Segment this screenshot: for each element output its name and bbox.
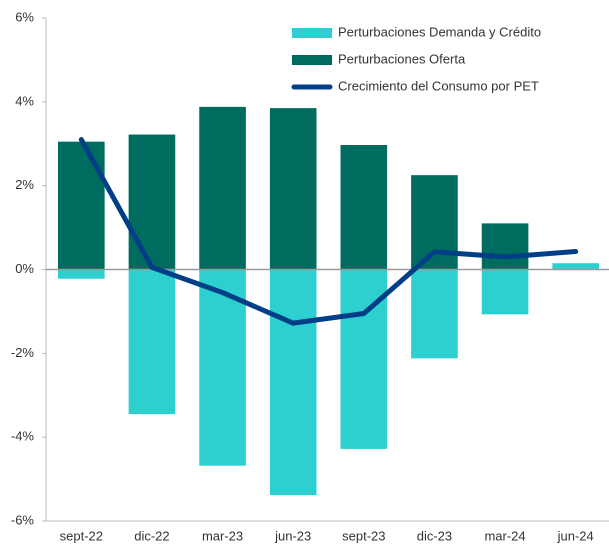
bar bbox=[128, 269, 176, 415]
bar bbox=[411, 269, 458, 359]
bar bbox=[481, 223, 529, 270]
x-tick-label: sept-22 bbox=[60, 528, 103, 543]
bar bbox=[481, 269, 529, 315]
legend-label: Crecimiento del Consumo por PET bbox=[338, 78, 539, 93]
x-tick-label: jun-23 bbox=[274, 528, 311, 543]
x-tick-label: jun-24 bbox=[557, 528, 594, 543]
y-tick-label: 2% bbox=[15, 177, 34, 192]
legend-swatch bbox=[292, 55, 332, 65]
bar bbox=[340, 145, 388, 270]
y-tick-label: 0% bbox=[15, 261, 34, 276]
bar bbox=[199, 106, 246, 270]
bar bbox=[269, 269, 317, 496]
bar bbox=[58, 269, 105, 279]
y-tick-label: 4% bbox=[15, 93, 34, 108]
y-tick-label: -6% bbox=[11, 512, 35, 527]
x-tick-label: mar-23 bbox=[202, 528, 243, 543]
line bbox=[78, 137, 579, 326]
y-tick-label: 6% bbox=[15, 9, 34, 24]
x-tick-label: dic-23 bbox=[417, 528, 452, 543]
y-tick-label: -2% bbox=[11, 345, 35, 360]
x-tick-label: sept-23 bbox=[342, 528, 385, 543]
legend-label: Perturbaciones Demanda y Crédito bbox=[338, 24, 541, 39]
x-tick-label: mar-24 bbox=[484, 528, 525, 543]
legend-swatch bbox=[292, 28, 332, 38]
legend-label: Perturbaciones Oferta bbox=[338, 51, 466, 66]
bar bbox=[58, 141, 105, 270]
bar bbox=[552, 263, 599, 270]
bar bbox=[128, 134, 176, 270]
bar bbox=[199, 269, 246, 466]
bar bbox=[269, 108, 317, 270]
y-tick-label: -4% bbox=[11, 429, 35, 444]
x-tick-label: dic-22 bbox=[134, 528, 169, 543]
